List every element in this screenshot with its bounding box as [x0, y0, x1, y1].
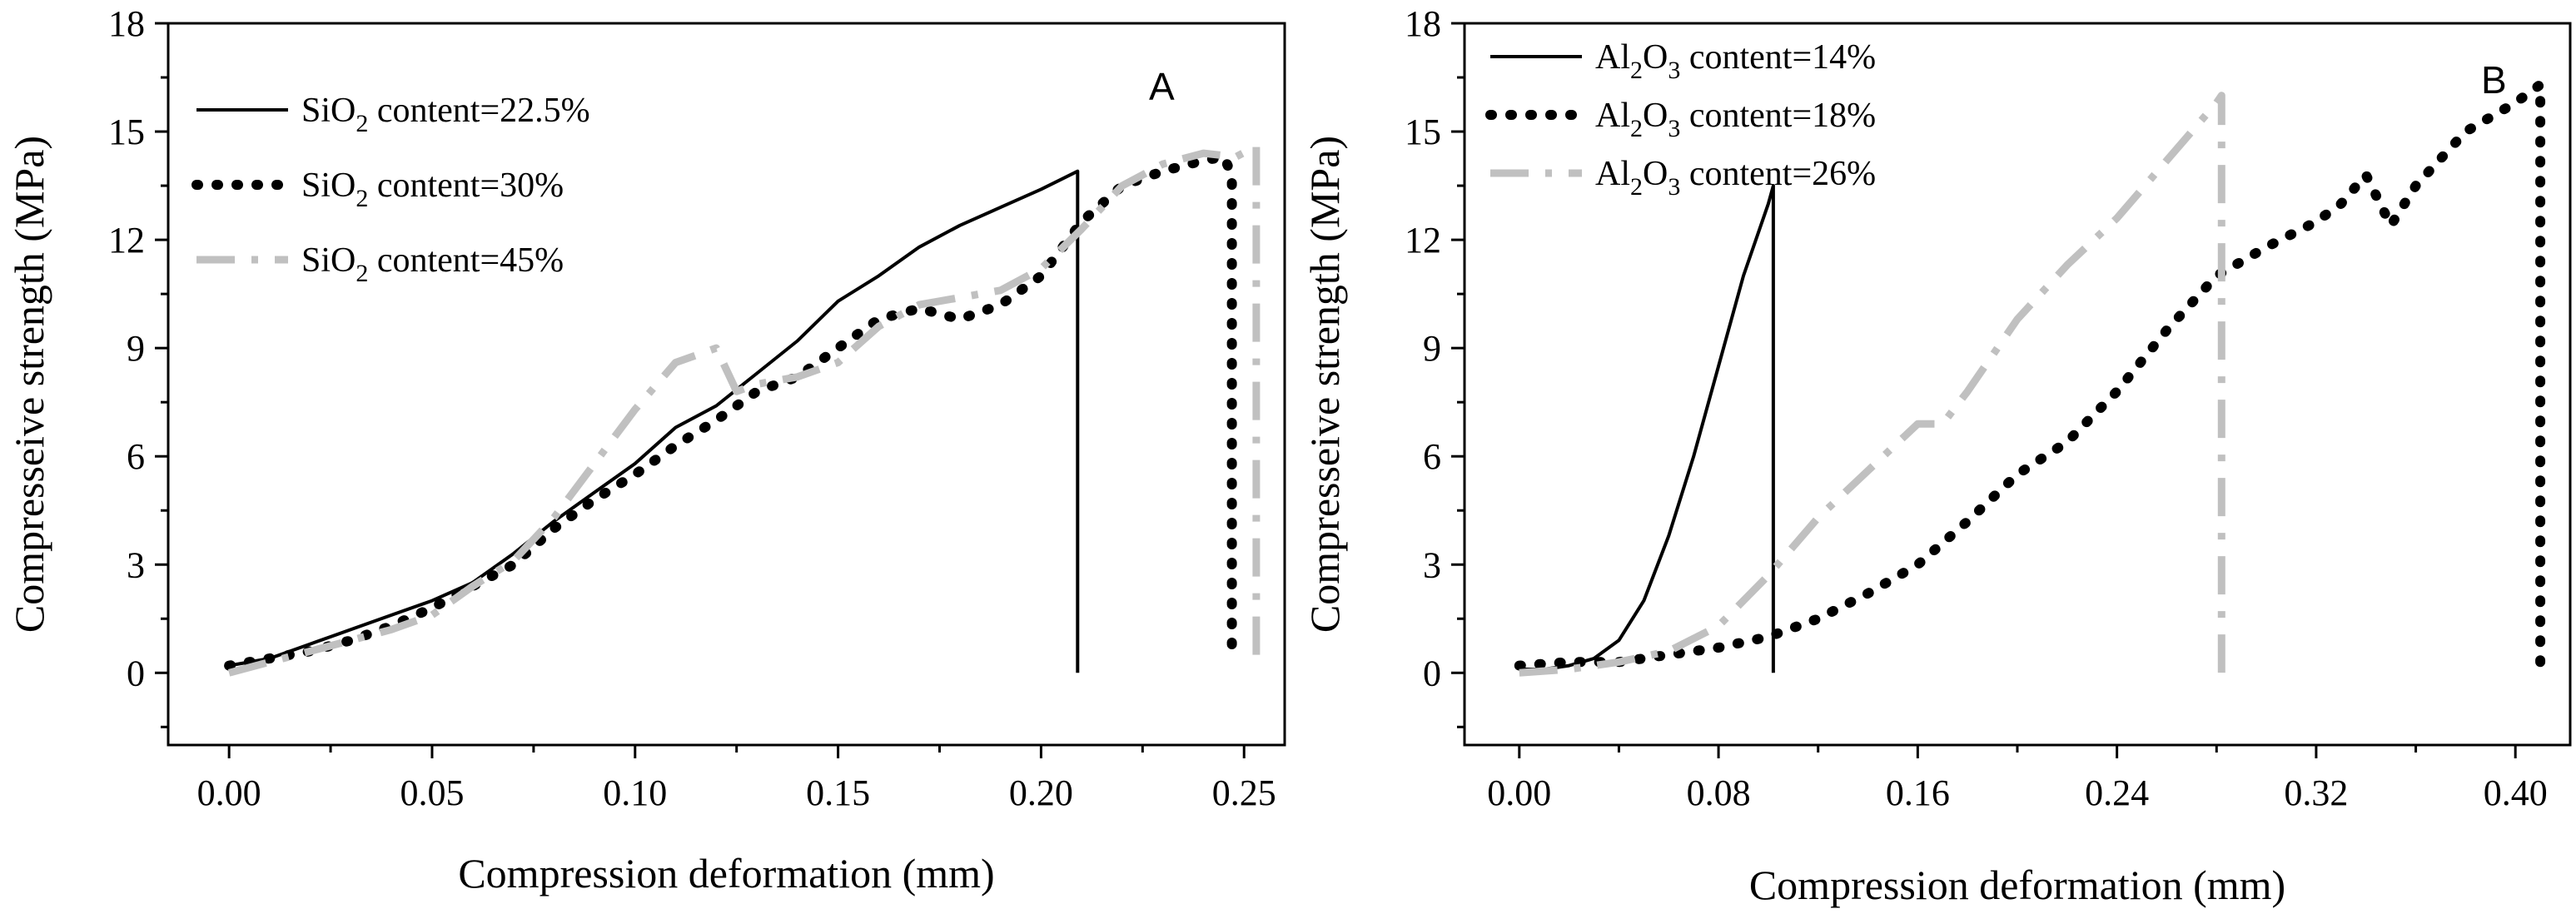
y-axis-title: Compresseive strength (MPa)	[1301, 136, 1348, 633]
y-tick-label: 6	[1423, 436, 1441, 477]
panel-label: A	[1149, 65, 1175, 108]
x-tick-label: 0.32	[2284, 772, 2348, 813]
chart-panel-a: 0.00 0.05 0.10 0.15 0.20 0.25 0 3 6 9 12 15 18 Compre…	[6, 3, 1286, 897]
series-line-3	[227, 142, 1261, 677]
series-line-3	[1519, 92, 2225, 677]
x-tick-label: 0.16	[1886, 772, 1950, 813]
y-tick-label: 0	[1423, 653, 1441, 693]
x-tick-label: 0.08	[1687, 772, 1751, 813]
y-axis-title: Compresseive strength (MPa)	[6, 136, 52, 633]
legend-label: SiO2 content=30%	[301, 166, 564, 212]
y-tick-label: 15	[108, 112, 145, 152]
x-tick-label: 0.20	[1009, 772, 1073, 813]
series-line-2	[1514, 79, 2546, 671]
x-tick-label: 0.10	[603, 772, 667, 813]
x-axis-title: Compression deformation (mm)	[458, 850, 994, 897]
x-tick-label: 0.40	[2484, 772, 2548, 813]
x-axis-title: Compression deformation (mm)	[1749, 862, 2285, 908]
x-tick-label: 0.25	[1212, 772, 1276, 813]
plot-frame	[167, 22, 1286, 747]
legend-label: SiO2 content=22.5%	[301, 92, 590, 137]
y-tick-label: 9	[127, 328, 145, 369]
chart-panel-b: 0.00 0.08 0.16 0.24 0.32 0.40 0 3 6 9 12 15 18 Compre…	[1301, 3, 2572, 908]
y-tick-label: 0	[127, 653, 145, 693]
x-tick-label: 0.24	[2085, 772, 2149, 813]
y-tick-label: 3	[1423, 544, 1441, 585]
legend-label: Al2O3 content=18%	[1595, 97, 1876, 142]
legend-label: Al2O3 content=14%	[1595, 38, 1876, 84]
y-tick-label: 9	[1423, 328, 1441, 369]
series-line-2	[224, 152, 1237, 671]
legend-label: Al2O3 content=26%	[1595, 155, 1876, 201]
panel-label: B	[2481, 58, 2507, 102]
x-tick-label: 0.00	[197, 772, 261, 813]
y-tick-label: 18	[108, 3, 145, 44]
series-line-1	[1519, 184, 1775, 673]
y-tick-label: 6	[127, 436, 145, 477]
x-tick-label: 0.00	[1487, 772, 1551, 813]
y-tick-label: 18	[1405, 3, 1441, 44]
y-tick-label: 12	[1405, 220, 1441, 261]
y-tick-label: 15	[1405, 112, 1441, 152]
series-line-1	[228, 169, 1080, 673]
x-tick-label: 0.05	[400, 772, 464, 813]
legend-label: SiO2 content=45%	[301, 241, 564, 287]
y-tick-label: 3	[127, 544, 145, 585]
x-tick-label: 0.15	[806, 772, 870, 813]
y-tick-label: 12	[108, 220, 145, 261]
